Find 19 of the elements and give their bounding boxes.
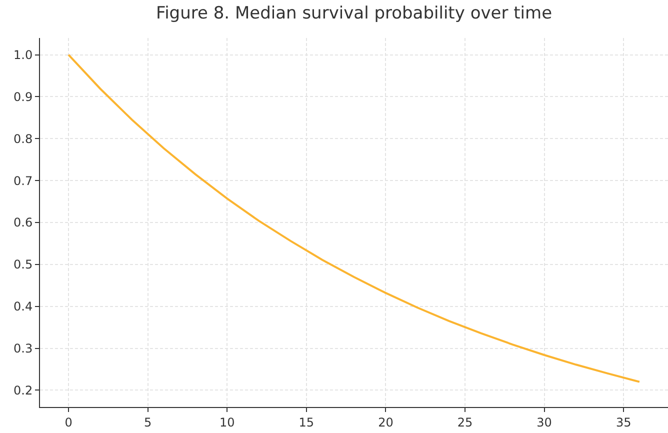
x-tick-label: 0 xyxy=(64,415,72,430)
x-tick-label: 30 xyxy=(536,415,552,430)
x-tick-label: 20 xyxy=(378,415,394,430)
x-tick-label: 35 xyxy=(616,415,632,430)
y-tick-label: 0.3 xyxy=(14,342,33,356)
x-tick-label: 25 xyxy=(457,415,473,430)
y-tick-label: 0.5 xyxy=(14,258,33,272)
x-tick-label: 10 xyxy=(219,415,235,430)
chart-title: Figure 8. Median survival probability over time xyxy=(156,3,552,24)
y-tick-label: 0.9 xyxy=(14,90,33,104)
x-tick-label: 15 xyxy=(298,415,314,430)
y-tick-label: 0.2 xyxy=(14,383,33,398)
line-series xyxy=(68,54,640,383)
y-tick-label: 0.7 xyxy=(14,174,33,188)
y-tick-label: 0.6 xyxy=(14,216,33,230)
y-tick-label: 0.4 xyxy=(14,300,33,314)
y-tick-label: 1.0 xyxy=(14,48,33,62)
x-tick-label: 5 xyxy=(144,415,152,430)
y-tick-label: 0.8 xyxy=(14,132,33,146)
